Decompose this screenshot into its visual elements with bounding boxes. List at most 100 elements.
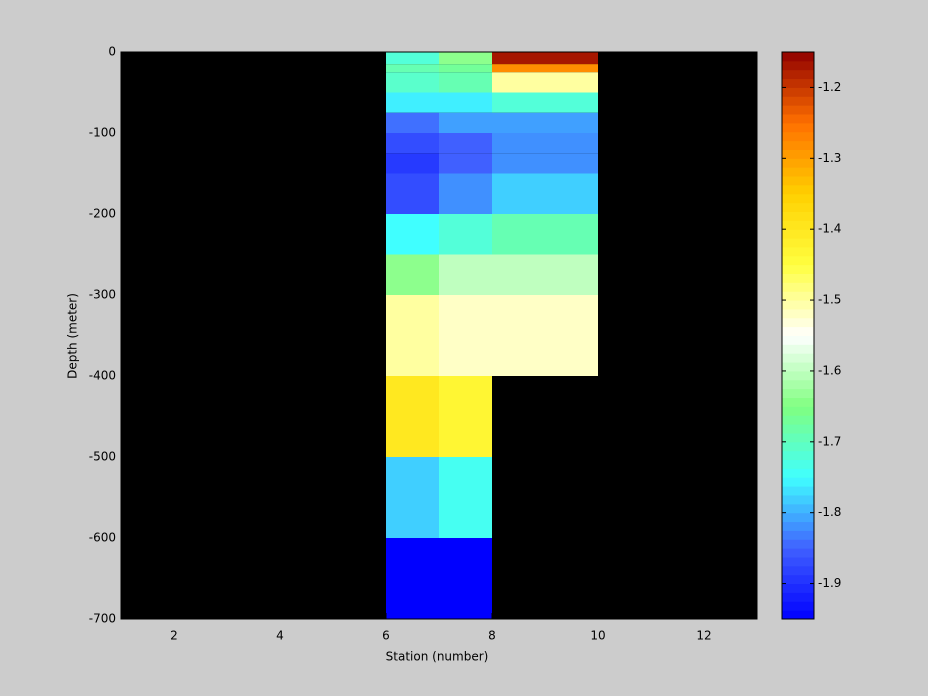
colorbar-step xyxy=(782,415,814,425)
colorbar-step xyxy=(782,556,814,567)
colorbar-step xyxy=(782,78,814,88)
colorbar-step xyxy=(782,406,814,416)
colorbar-tick-label: -1.2 xyxy=(818,80,841,94)
colorbar-step xyxy=(782,229,814,239)
y-tick-label: -200 xyxy=(89,207,116,221)
colorbar-step xyxy=(782,459,814,469)
colorbar-step xyxy=(782,450,814,461)
colorbar-step xyxy=(782,565,814,576)
x-axis-label: Station (number) xyxy=(386,650,489,664)
colorbar-step xyxy=(782,397,814,407)
heatmap-cell xyxy=(492,173,598,214)
colorbar-step xyxy=(782,468,814,478)
heatmap-cell xyxy=(386,538,439,619)
colorbar-step xyxy=(782,379,814,390)
colorbar-step xyxy=(782,60,814,71)
heatmap-cell xyxy=(439,295,492,376)
y-tick-label: -100 xyxy=(89,126,116,140)
heatmap-cell xyxy=(386,214,439,255)
heatmap-cell xyxy=(439,214,492,255)
colorbar-step xyxy=(782,87,814,97)
heatmap-cell xyxy=(492,92,598,113)
colorbar-step xyxy=(782,548,814,558)
heatmap-cell xyxy=(439,254,492,295)
colorbar-step xyxy=(782,122,814,133)
colorbar-step xyxy=(782,131,814,142)
heatmap-cell xyxy=(492,72,598,93)
colorbar-step xyxy=(782,202,814,212)
plot-frame xyxy=(120,51,758,620)
heatmap-cell xyxy=(439,173,492,214)
colorbar-step xyxy=(782,370,814,381)
heatmap-cell xyxy=(386,133,439,154)
colorbar-step xyxy=(782,255,814,266)
heatmap-cell xyxy=(386,376,439,457)
x-tick-label: 10 xyxy=(590,629,605,643)
colorbar-step xyxy=(782,220,814,230)
colorbar-step xyxy=(782,335,814,345)
colorbar-step xyxy=(782,149,814,159)
heatmap-cell xyxy=(492,153,598,174)
colorbar-step xyxy=(782,264,814,274)
colorbar-step xyxy=(782,273,814,283)
heatmap-cell xyxy=(386,173,439,214)
colorbar-step xyxy=(782,246,814,257)
y-tick-label: -400 xyxy=(89,369,116,383)
colorbar-tick-label: -1.7 xyxy=(818,434,841,448)
colorbar-step xyxy=(782,282,814,292)
heatmap-cell xyxy=(386,254,439,295)
y-tick-label: 0 xyxy=(108,45,116,59)
colorbar-step xyxy=(782,503,814,514)
colorbar-step xyxy=(782,238,814,248)
colorbar-tick-label: -1.3 xyxy=(818,151,841,165)
colorbar-step xyxy=(782,326,814,336)
x-tick-label: 4 xyxy=(276,629,284,643)
heatmap-cell xyxy=(492,254,598,295)
colorbar-step xyxy=(782,432,814,443)
colorbar-step xyxy=(782,184,814,195)
colorbar-step xyxy=(782,521,814,531)
heatmap-cell xyxy=(386,64,439,73)
colorbar-step xyxy=(782,114,814,124)
heatmap-cell xyxy=(386,52,439,65)
heatmap-cell xyxy=(439,92,492,113)
heatmap-cell xyxy=(386,72,439,93)
colorbar-step xyxy=(782,592,814,602)
colorbar-step xyxy=(782,140,814,150)
colorbar-step xyxy=(782,441,814,452)
heatmap-cell xyxy=(386,295,439,376)
colorbar-step xyxy=(782,291,814,301)
heatmap-cell xyxy=(492,52,598,65)
heatmap-cell xyxy=(492,112,598,133)
heatmap-cell xyxy=(439,153,492,174)
x-tick-label: 6 xyxy=(382,629,390,643)
heatmap-cell xyxy=(439,376,492,457)
colorbar-step xyxy=(782,530,814,540)
heatmap-cell xyxy=(439,112,492,133)
y-tick-label: -600 xyxy=(89,531,116,545)
colorbar-step xyxy=(782,388,814,399)
colorbar-step xyxy=(782,512,814,523)
y-axis-label: Depth (meter) xyxy=(66,293,80,379)
colorbar-step xyxy=(782,494,814,505)
colorbar-step xyxy=(782,317,814,328)
heatmap-cell xyxy=(492,214,598,255)
colorbar-step xyxy=(782,610,814,620)
x-tick-label: 12 xyxy=(696,629,711,643)
x-tick-label: 8 xyxy=(488,629,496,643)
colorbar-step xyxy=(782,353,814,363)
colorbar-step xyxy=(782,574,814,585)
heatmap-cell xyxy=(439,538,492,619)
heatmap-cell xyxy=(386,112,439,133)
colorbar-step xyxy=(782,105,814,115)
heatmap-cell xyxy=(439,457,492,538)
colorbar-step xyxy=(782,308,814,319)
y-tick-label: -700 xyxy=(89,612,116,626)
colorbar-step xyxy=(782,96,814,106)
y-tick-label: -500 xyxy=(89,450,116,464)
colorbar-step xyxy=(782,583,814,593)
heatmap-cell xyxy=(439,72,492,93)
colorbar-step xyxy=(782,193,814,204)
colorbar-step xyxy=(782,176,814,186)
